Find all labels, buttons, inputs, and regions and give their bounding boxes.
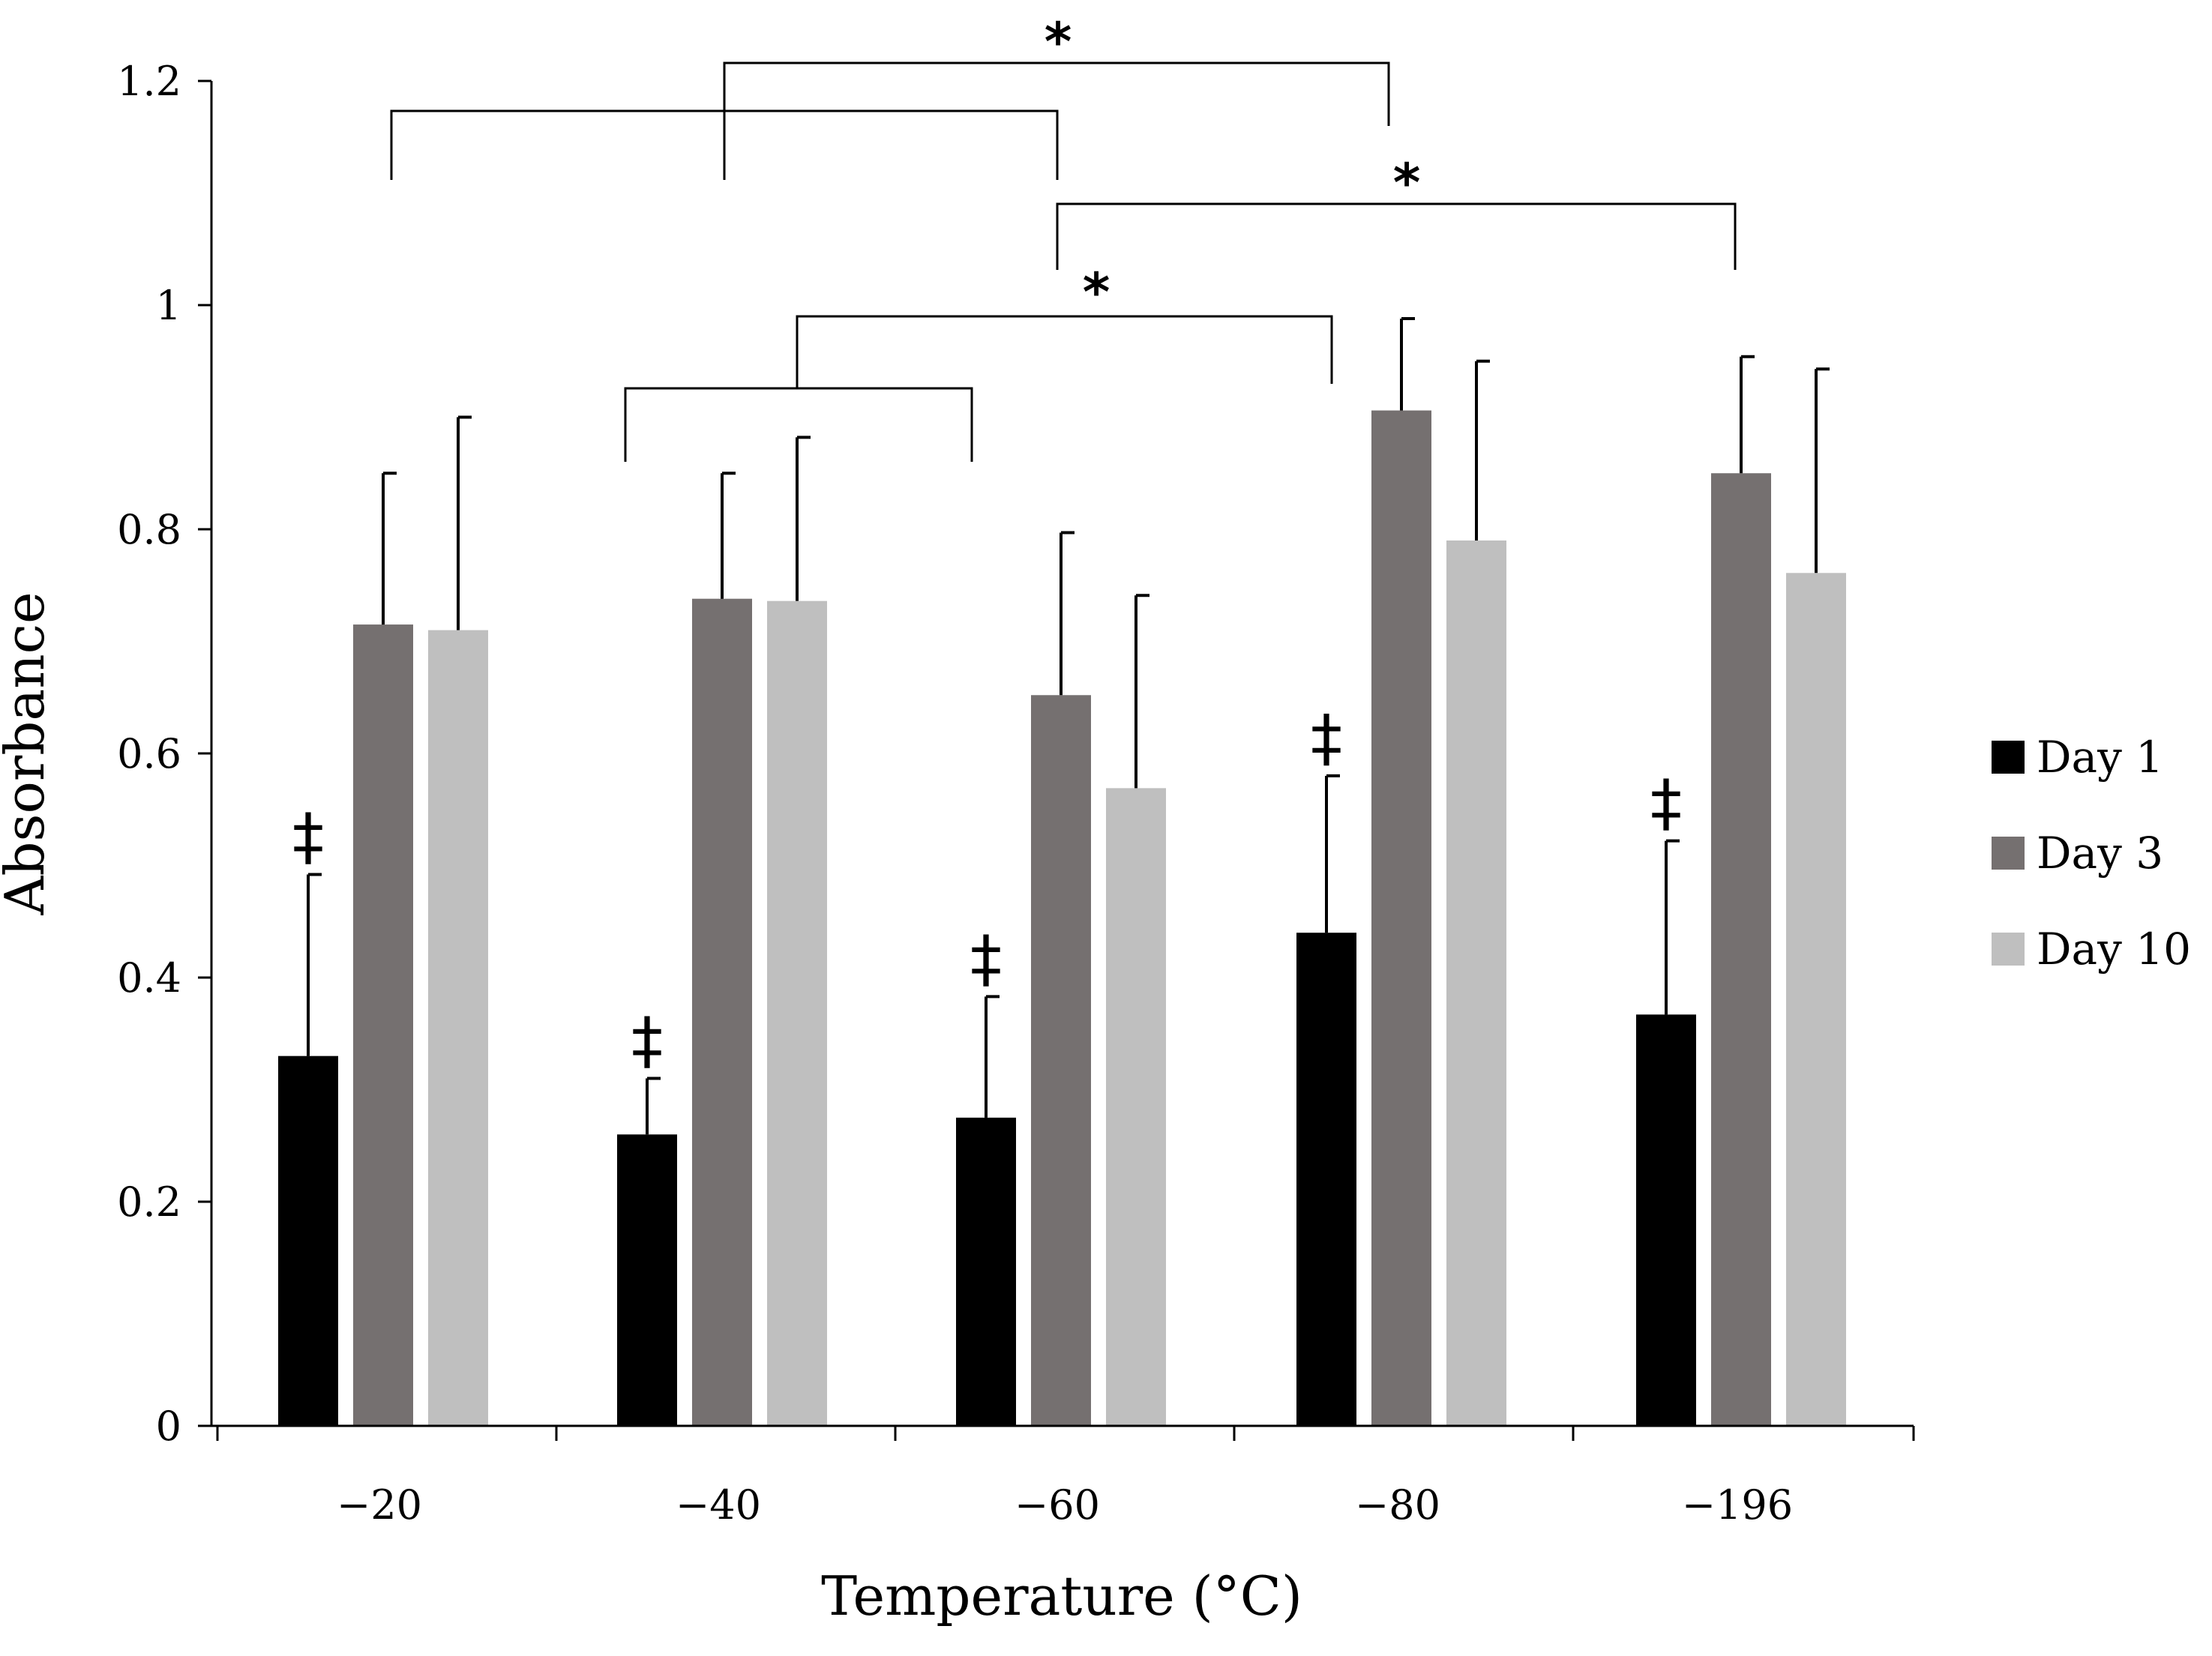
- dagger-marker-1: ‡: [631, 1004, 663, 1077]
- x-tick-label-1: −40: [676, 1481, 761, 1529]
- y-tick-label-5: 1: [156, 282, 181, 329]
- y-axis-title: Absorbance: [0, 591, 56, 915]
- bracket-a-upper: [723, 61, 1390, 180]
- legend-swatch-day-3: [1992, 837, 2025, 870]
- bracket-c-lower: [624, 387, 973, 462]
- significance-star-b: *: [1393, 152, 1421, 214]
- axes-layer: 0 0.2 0.4 0.6 0.8 1 1.2 −20 −40 −60 −80 −196: [117, 58, 1915, 1529]
- significance-star-a: *: [1045, 11, 1072, 73]
- bar-day-1-0: [278, 1056, 338, 1426]
- legend-swatch-day-10: [1992, 933, 2025, 966]
- dagger-marker-0: ‡: [292, 799, 324, 873]
- bracket-c-upper: [796, 315, 1333, 388]
- bar-day-1-2: [956, 1117, 1016, 1426]
- x-tick-label-3: −80: [1355, 1481, 1440, 1529]
- y-tick-label-1: 0.2: [117, 1178, 181, 1226]
- legend-label-day-3: Day 3: [2037, 828, 2163, 879]
- bar-day-10-4: [1786, 573, 1846, 1427]
- legend-swatch-day-1: [1992, 741, 2025, 774]
- legend-label-day-10: Day 10: [2037, 924, 2191, 975]
- x-tick-label-4: −196: [1682, 1481, 1793, 1529]
- y-tick-label-3: 0.6: [117, 730, 181, 777]
- bar-day-1-4: [1636, 1014, 1696, 1426]
- dagger-marker-4: ‡: [1650, 766, 1682, 840]
- legend: Day 1 Day 3 Day 10: [1992, 732, 2191, 975]
- bar-day-3-0: [353, 624, 413, 1427]
- bracket-b: [1056, 202, 1737, 270]
- dagger-marker-2: ‡: [970, 921, 1002, 995]
- x-tick-label-0: −20: [337, 1481, 422, 1529]
- y-tick-label-6: 1.2: [117, 58, 181, 105]
- y-tick-label-2: 0.4: [117, 954, 181, 1002]
- bar-day-1-3: [1296, 933, 1356, 1426]
- bar-day-10-2: [1106, 788, 1166, 1426]
- bar-day-10-3: [1446, 540, 1506, 1427]
- significance-star-c: *: [1083, 262, 1110, 323]
- bar-day-10-1: [767, 600, 827, 1427]
- annotations-layer: ‡ ‡ ‡ ‡ ‡ * * *: [292, 11, 1737, 1077]
- bar-day-10-0: [428, 630, 488, 1426]
- legend-label-day-1: Day 1: [2037, 732, 2163, 783]
- bar-day-3-2: [1031, 695, 1091, 1426]
- bar-day-3-4: [1711, 473, 1771, 1426]
- error-bars-layer: [307, 316, 1830, 1135]
- bar-day-3-1: [692, 598, 752, 1427]
- dagger-marker-3: ‡: [1311, 701, 1342, 774]
- x-tick-label-2: −60: [1015, 1481, 1100, 1529]
- y-tick-label-0: 0: [156, 1403, 181, 1450]
- bars-layer: [278, 410, 1846, 1427]
- x-axis-title: Temperature (°C): [821, 1565, 1302, 1628]
- bar-day-3-3: [1371, 410, 1431, 1426]
- bar-day-1-1: [617, 1134, 677, 1426]
- y-tick-label-4: 0.8: [117, 506, 181, 553]
